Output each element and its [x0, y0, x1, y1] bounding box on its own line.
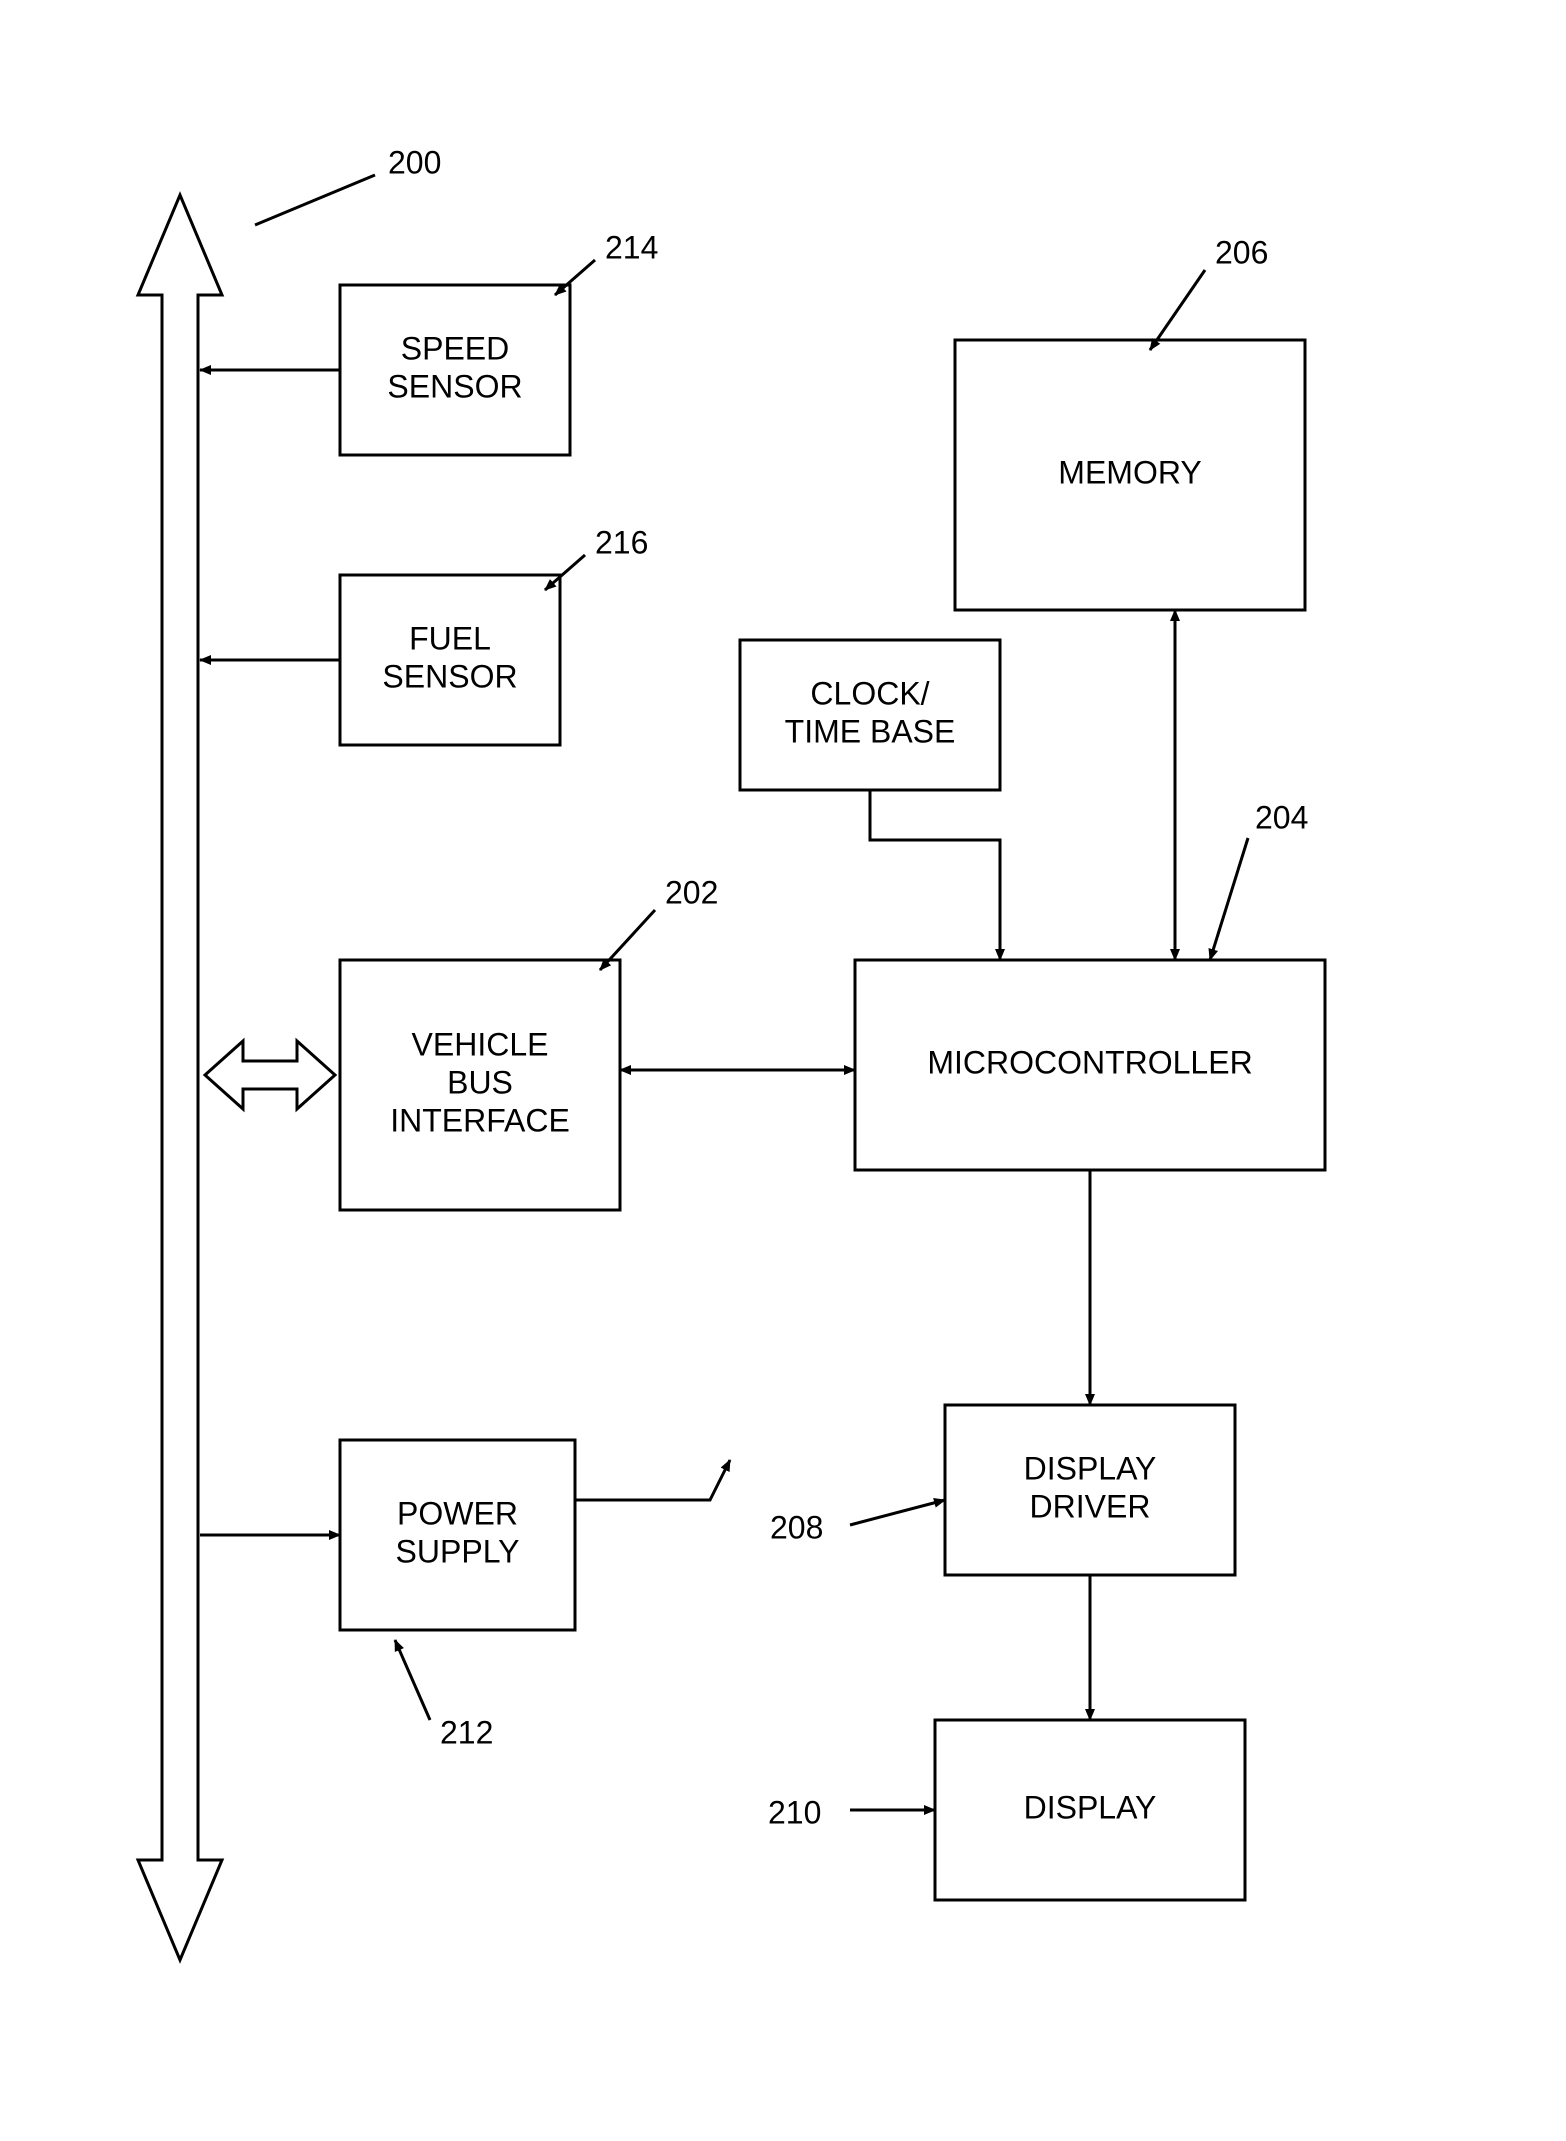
leader-power [395, 1640, 430, 1720]
ref-speed_sensor: 214 [605, 229, 658, 265]
block-vbi-label: VEHICLE [412, 1026, 549, 1062]
block-fuel_sensor-label: FUEL [409, 620, 491, 656]
block-driver-label: DRIVER [1030, 1488, 1151, 1524]
conn-clock-micro [870, 790, 1000, 960]
block-clock-label: TIME BASE [785, 713, 956, 749]
block-display-label: DISPLAY [1024, 1789, 1157, 1825]
ref-memory: 206 [1215, 234, 1268, 270]
block-vbi-label: BUS [447, 1064, 513, 1100]
conn-power-out [575, 1460, 730, 1500]
block-fuel_sensor-label: SENSOR [382, 658, 517, 694]
leader-speed_sensor [555, 260, 595, 295]
block-memory-label: MEMORY [1058, 454, 1201, 490]
block-driver-label: DISPLAY [1024, 1450, 1157, 1486]
ref-system: 200 [388, 144, 441, 180]
ref-driver: 208 [770, 1509, 823, 1545]
ref-vbi: 202 [665, 874, 718, 910]
block-speed_sensor-label: SPEED [401, 330, 509, 366]
ref-fuel_sensor: 216 [595, 524, 648, 560]
block-micro-label: MICROCONTROLLER [927, 1044, 1252, 1080]
ref-display: 210 [768, 1794, 821, 1830]
bus-vbi-link [205, 1041, 335, 1109]
block-power-label: SUPPLY [396, 1533, 520, 1569]
ref-micro: 204 [1255, 799, 1308, 835]
leader-memory [1150, 270, 1205, 350]
block-power-label: POWER [397, 1495, 518, 1531]
leader-vbi [600, 910, 655, 970]
leader-system [255, 175, 375, 225]
leader-fuel_sensor [545, 555, 585, 590]
ref-power: 212 [440, 1714, 493, 1750]
leader-driver [850, 1500, 945, 1525]
block-clock-label: CLOCK/ [810, 675, 929, 711]
block-vbi-label: INTERFACE [390, 1102, 570, 1138]
leader-micro [1210, 838, 1248, 960]
block-speed_sensor-label: SENSOR [387, 368, 522, 404]
